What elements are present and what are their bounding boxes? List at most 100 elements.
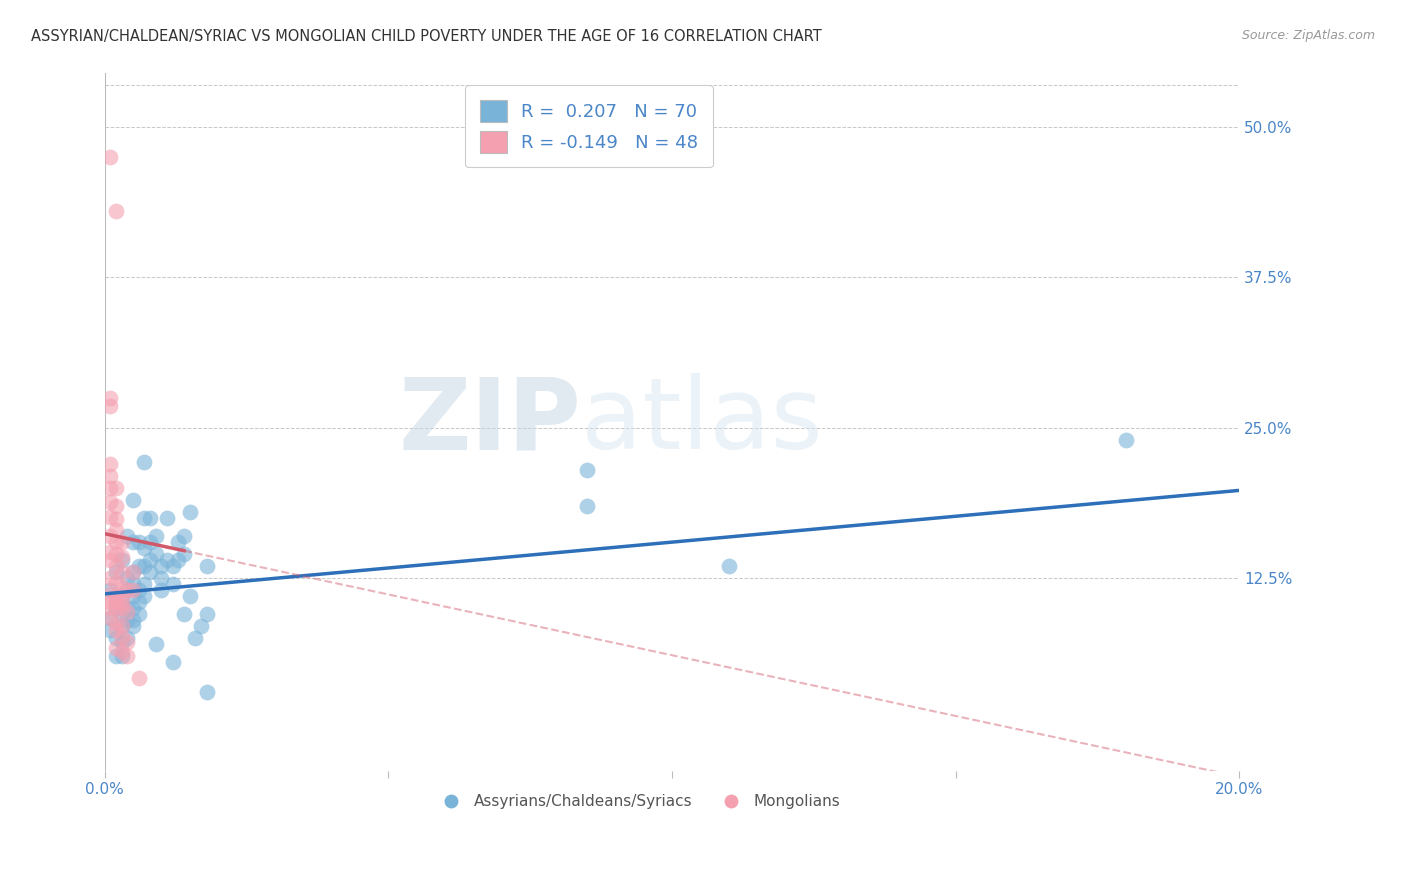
Point xyxy=(111,597,134,611)
Point xyxy=(134,559,156,574)
Point xyxy=(1115,433,1137,447)
Point xyxy=(105,523,128,537)
Point xyxy=(98,545,121,559)
Point xyxy=(111,635,134,649)
Point xyxy=(105,589,128,603)
Point xyxy=(111,565,134,579)
Point xyxy=(122,565,145,579)
Point xyxy=(117,601,139,615)
Point xyxy=(134,589,156,603)
Point xyxy=(117,635,139,649)
Point xyxy=(195,559,218,574)
Point xyxy=(98,469,121,483)
Point xyxy=(179,589,201,603)
Point xyxy=(117,529,139,543)
Point xyxy=(117,583,139,598)
Point xyxy=(575,499,598,513)
Point xyxy=(105,559,128,574)
Point xyxy=(150,559,173,574)
Point xyxy=(122,619,145,633)
Point xyxy=(98,457,121,471)
Text: ASSYRIAN/CHALDEAN/SYRIAC VS MONGOLIAN CHILD POVERTY UNDER THE AGE OF 16 CORRELAT: ASSYRIAN/CHALDEAN/SYRIAC VS MONGOLIAN CH… xyxy=(31,29,821,44)
Point xyxy=(111,619,134,633)
Point xyxy=(184,632,207,646)
Point xyxy=(111,630,134,644)
Point xyxy=(117,571,139,585)
Text: Source: ZipAtlas.com: Source: ZipAtlas.com xyxy=(1241,29,1375,42)
Point xyxy=(105,512,128,526)
Point xyxy=(98,529,121,543)
Point xyxy=(150,571,173,585)
Point xyxy=(122,583,145,598)
Point xyxy=(117,632,139,646)
Point xyxy=(111,549,134,564)
Point xyxy=(105,623,128,637)
Point xyxy=(98,587,121,601)
Point xyxy=(105,640,128,655)
Point xyxy=(105,565,128,579)
Point xyxy=(98,611,121,625)
Text: atlas: atlas xyxy=(581,374,823,470)
Point xyxy=(128,595,150,609)
Point xyxy=(190,619,212,633)
Point xyxy=(105,632,128,646)
Point xyxy=(117,583,139,598)
Point xyxy=(162,577,184,591)
Point xyxy=(717,559,740,574)
Point xyxy=(128,583,150,598)
Point xyxy=(105,499,128,513)
Point xyxy=(98,391,121,405)
Point xyxy=(98,481,121,495)
Point xyxy=(139,535,162,549)
Point xyxy=(98,553,121,567)
Point xyxy=(162,656,184,670)
Point xyxy=(98,150,121,164)
Point xyxy=(111,535,134,549)
Point xyxy=(111,607,134,622)
Point xyxy=(173,529,195,543)
Point xyxy=(111,601,134,615)
Point xyxy=(575,463,598,477)
Point xyxy=(105,574,128,589)
Point xyxy=(98,571,121,585)
Point xyxy=(117,605,139,619)
Point xyxy=(105,649,128,664)
Point xyxy=(111,553,134,567)
Point xyxy=(145,529,167,543)
Point xyxy=(128,671,150,685)
Point xyxy=(105,547,128,561)
Point xyxy=(167,553,190,567)
Point xyxy=(139,553,162,567)
Point xyxy=(128,559,150,574)
Point xyxy=(128,607,150,622)
Point xyxy=(134,511,156,525)
Point xyxy=(122,577,145,591)
Point xyxy=(111,649,134,664)
Point xyxy=(122,565,145,579)
Point xyxy=(179,505,201,519)
Point xyxy=(128,535,150,549)
Point xyxy=(195,685,218,699)
Point xyxy=(105,481,128,495)
Point xyxy=(122,601,145,615)
Point xyxy=(98,583,121,598)
Point xyxy=(111,619,134,633)
Point xyxy=(150,583,173,598)
Point xyxy=(173,547,195,561)
Point xyxy=(117,649,139,664)
Point xyxy=(98,623,121,637)
Point xyxy=(122,493,145,508)
Point xyxy=(98,595,121,609)
Point xyxy=(122,589,145,603)
Point xyxy=(105,601,128,615)
Point xyxy=(111,580,134,594)
Point xyxy=(111,589,134,603)
Point xyxy=(139,511,162,525)
Point xyxy=(98,601,121,615)
Text: ZIP: ZIP xyxy=(398,374,581,470)
Point xyxy=(117,613,139,627)
Legend: Assyrians/Chaldeans/Syriacs, Mongolians: Assyrians/Chaldeans/Syriacs, Mongolians xyxy=(429,789,846,815)
Point xyxy=(122,535,145,549)
Point xyxy=(122,613,145,627)
Point xyxy=(134,454,156,468)
